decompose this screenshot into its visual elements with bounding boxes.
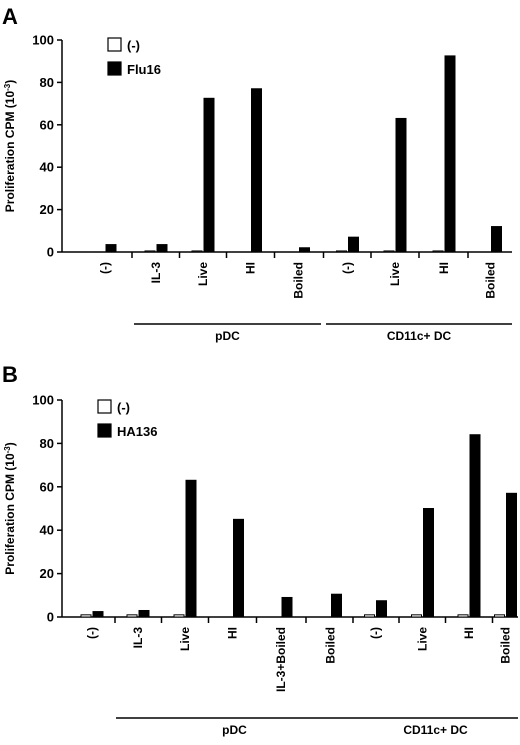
- y-tick-label: 100: [32, 393, 54, 408]
- bar-(-): [383, 250, 395, 253]
- y-tick-label: 40: [40, 160, 54, 175]
- bar-HA136: [138, 609, 150, 618]
- bar-HA136: [331, 593, 342, 618]
- x-tick-label: IL-3: [149, 262, 163, 284]
- y-axis-label: Proliferation CPM (10-3): [3, 442, 18, 574]
- bar-HA136: [281, 596, 293, 618]
- y-tick-label: 0: [47, 610, 54, 625]
- bar-Flu16: [156, 244, 168, 253]
- bar-Flu16: [251, 88, 262, 253]
- bar-HA136: [376, 600, 387, 618]
- x-tick-label: Boiled: [324, 627, 338, 664]
- bar-HA136: [423, 508, 434, 618]
- y-axis-label: Proliferation CPM (10-3): [3, 80, 18, 212]
- bar-Flu16: [348, 236, 359, 253]
- x-tick-label: HI: [244, 262, 258, 274]
- x-tick-label: IL-3: [131, 627, 145, 649]
- bar-Flu16: [395, 117, 407, 253]
- legend-swatch: [97, 423, 112, 438]
- x-tick-label: Live: [196, 262, 210, 286]
- bar-HA136: [469, 434, 481, 618]
- legend-swatch: [107, 37, 122, 52]
- legend-label: (-): [127, 38, 140, 53]
- bar-(-): [191, 250, 203, 253]
- bar-(-): [126, 614, 138, 618]
- legend-label: (-): [117, 400, 130, 415]
- x-tick-label: HI: [462, 627, 476, 639]
- y-tick-label: 80: [40, 75, 54, 90]
- x-tick-label: (-): [98, 262, 112, 274]
- legend-label: HA136: [117, 424, 157, 439]
- bar-Flu16: [105, 244, 117, 253]
- y-tick-label: 60: [40, 479, 54, 494]
- legend-label: Flu16: [127, 62, 161, 77]
- panel-letter: B: [2, 362, 18, 387]
- y-tick-label: 0: [47, 245, 54, 260]
- bar-Flu16: [203, 97, 215, 253]
- bar-(-): [494, 614, 505, 618]
- legend-swatch: [97, 399, 112, 414]
- y-tick-label: 80: [40, 436, 54, 451]
- x-tick-label: Boiled: [499, 627, 513, 664]
- y-tick-label: 20: [40, 566, 54, 581]
- bar-HA136: [506, 492, 517, 618]
- x-tick-label: HI: [226, 627, 240, 639]
- x-tick-label: Live: [178, 627, 192, 651]
- panel-letter: A: [2, 4, 18, 29]
- bar-HA136: [185, 479, 197, 618]
- bar-(-): [80, 614, 92, 618]
- bar-(-): [457, 614, 469, 618]
- bar-(-): [364, 614, 375, 618]
- group-label: CD11c+ DC: [387, 329, 452, 343]
- x-tick-label: IL-3+Boiled: [274, 627, 288, 692]
- x-tick-label: (-): [369, 627, 383, 639]
- x-tick-label: (-): [341, 262, 355, 274]
- x-tick-label: HI: [437, 262, 451, 274]
- bar-HA136: [92, 611, 104, 618]
- group-label: CD11c+ DC: [403, 723, 468, 737]
- bar-Flu16: [299, 247, 310, 253]
- bar-(-): [432, 250, 444, 253]
- bar-(-): [173, 614, 185, 618]
- bar-Flu16: [491, 226, 502, 253]
- chart-panel-B: B 0 20 40 60 80 100 Proliferation CPM (10-3) (-)…: [2, 362, 518, 737]
- y-tick-label: 40: [40, 523, 54, 538]
- chart-panel-A: A 0 20 40 60 80 100 Proliferation CPM (10-3) (-)…: [2, 4, 512, 343]
- x-tick-label: Live: [416, 627, 430, 651]
- bar-(-): [411, 614, 422, 618]
- x-tick-label: Boiled: [292, 262, 306, 299]
- bar-HA136: [233, 518, 244, 618]
- y-tick-label: 20: [40, 202, 54, 217]
- group-label: pDC: [215, 329, 240, 343]
- bar-(-): [336, 250, 347, 253]
- y-tick-label: 100: [32, 33, 54, 48]
- bar-(-): [144, 250, 156, 253]
- x-tick-label: Boiled: [484, 262, 498, 299]
- y-tick-label: 60: [40, 117, 54, 132]
- x-tick-label: (-): [85, 627, 99, 639]
- bar-Flu16: [444, 55, 456, 253]
- group-label: pDC: [222, 723, 247, 737]
- x-tick-label: Live: [388, 262, 402, 286]
- legend-swatch: [107, 61, 122, 76]
